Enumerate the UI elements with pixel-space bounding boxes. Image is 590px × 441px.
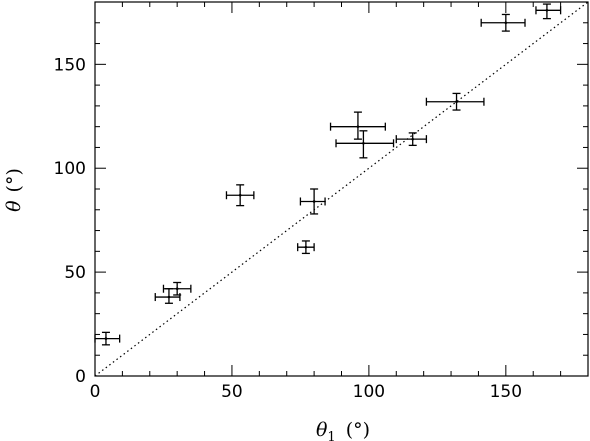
data-point [335,130,395,159]
y-tick-label: 150 [54,55,86,75]
data-marker [167,295,171,299]
data-marker [238,193,242,197]
x-axis-symbol: θ [316,419,328,441]
y-tick-label: 0 [75,367,86,387]
data-marker [455,100,458,104]
plot-frame [94,1,589,377]
data-point [225,184,255,207]
x-tick-label: 100 [353,382,385,402]
data-point [297,240,315,255]
x-tick-label: 0 [90,382,101,402]
x-axis-unit: (°) [346,419,370,441]
y-axis-title: θ (°) [3,168,25,212]
y-tick-label: 50 [64,263,86,283]
x-tick-label: 50 [221,382,243,402]
identity-reference-line [94,1,589,377]
data-marker [175,287,179,291]
data-point [480,13,526,32]
data-point [425,92,485,111]
x-axis-title: θ1 (°) [316,419,370,441]
x-axis-subscript: 1 [327,430,335,441]
data-point [154,288,181,304]
data-marker [356,125,360,128]
data-marker [104,337,108,340]
data-marker [504,21,508,25]
data-point [162,281,192,296]
data-marker [545,9,549,12]
data-point [299,188,326,215]
data-point [535,3,562,20]
data-marker [411,137,415,141]
data-marker [304,245,308,249]
y-tick-label: 100 [54,159,86,179]
x-tick-label: 150 [490,382,522,402]
data-marker [362,141,365,145]
y-axis-symbol: θ [3,200,25,212]
data-point [395,132,428,147]
data-marker [312,200,316,203]
y-axis-unit: (°) [3,168,25,192]
data-point [329,111,386,140]
